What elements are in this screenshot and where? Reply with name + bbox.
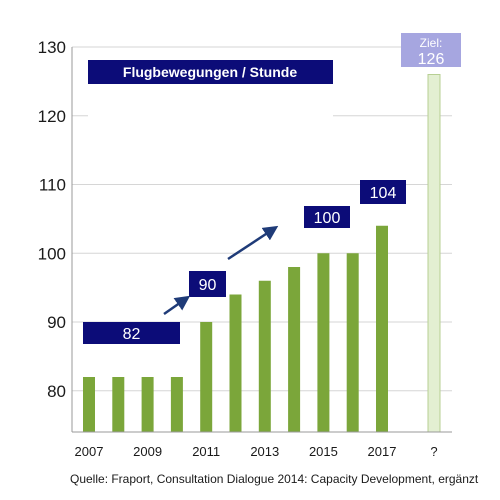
y-tick-label: 100 — [38, 244, 66, 263]
bar-2016 — [346, 253, 359, 432]
x-tick-label: 2017 — [368, 444, 397, 459]
x-tick-label: 2013 — [250, 444, 279, 459]
title-box — [88, 60, 333, 84]
x-tick-label: 2007 — [75, 444, 104, 459]
arrow-up-1 — [163, 295, 191, 316]
target-box — [401, 33, 461, 67]
value-box-100 — [304, 206, 350, 228]
y-tick-label: 110 — [39, 176, 66, 195]
y-tick-label: 120 — [38, 107, 66, 126]
chart-title: Flugbewegungen / Stunde — [123, 64, 297, 80]
bar-2010 — [170, 377, 183, 432]
bar-target — [427, 74, 441, 433]
bar-2008 — [112, 377, 125, 432]
value-box-104 — [360, 180, 406, 204]
bar-2011 — [200, 322, 213, 432]
axes: 80 90 100 110 120 130 2007 2009 2011 2013 2015 2017… — [38, 38, 452, 459]
bar-2014 — [288, 267, 301, 432]
bar-2017 — [376, 225, 388, 432]
target-label-line1: Ziel: — [420, 36, 443, 50]
bar-2013 — [258, 280, 271, 432]
value-label-100: 100 — [314, 210, 341, 227]
bar-2015 — [317, 253, 330, 432]
value-box-90 — [189, 271, 226, 297]
annotations: Flugbewegungen / Stunde 82 90 100 104 Ziel:12… — [83, 33, 461, 344]
value-box-82 — [83, 322, 180, 344]
y-tick-label: 130 — [38, 38, 66, 57]
bar-2009 — [141, 377, 154, 432]
value-label-90: 90 — [199, 277, 217, 294]
grid-lines — [72, 46, 452, 392]
bars — [83, 74, 441, 433]
x-tick-label: ? — [430, 444, 437, 459]
bar-2007 — [83, 377, 95, 432]
source-note: Quelle: Fraport, Consultation Dialogue 2… — [70, 472, 479, 486]
y-tick-label: 80 — [47, 382, 66, 401]
y-tick-label: 90 — [47, 313, 66, 332]
value-label-104: 104 — [370, 185, 397, 202]
bar-2012 — [229, 294, 242, 432]
arrow-up-2 — [227, 225, 279, 261]
x-tick-label: 2011 — [192, 444, 220, 459]
x-tick-label: 2015 — [309, 444, 338, 459]
title-backdrop — [88, 90, 333, 120]
target-label-value: 126 — [418, 51, 445, 68]
x-tick-label: 2009 — [133, 444, 162, 459]
value-label-82: 82 — [123, 326, 141, 343]
